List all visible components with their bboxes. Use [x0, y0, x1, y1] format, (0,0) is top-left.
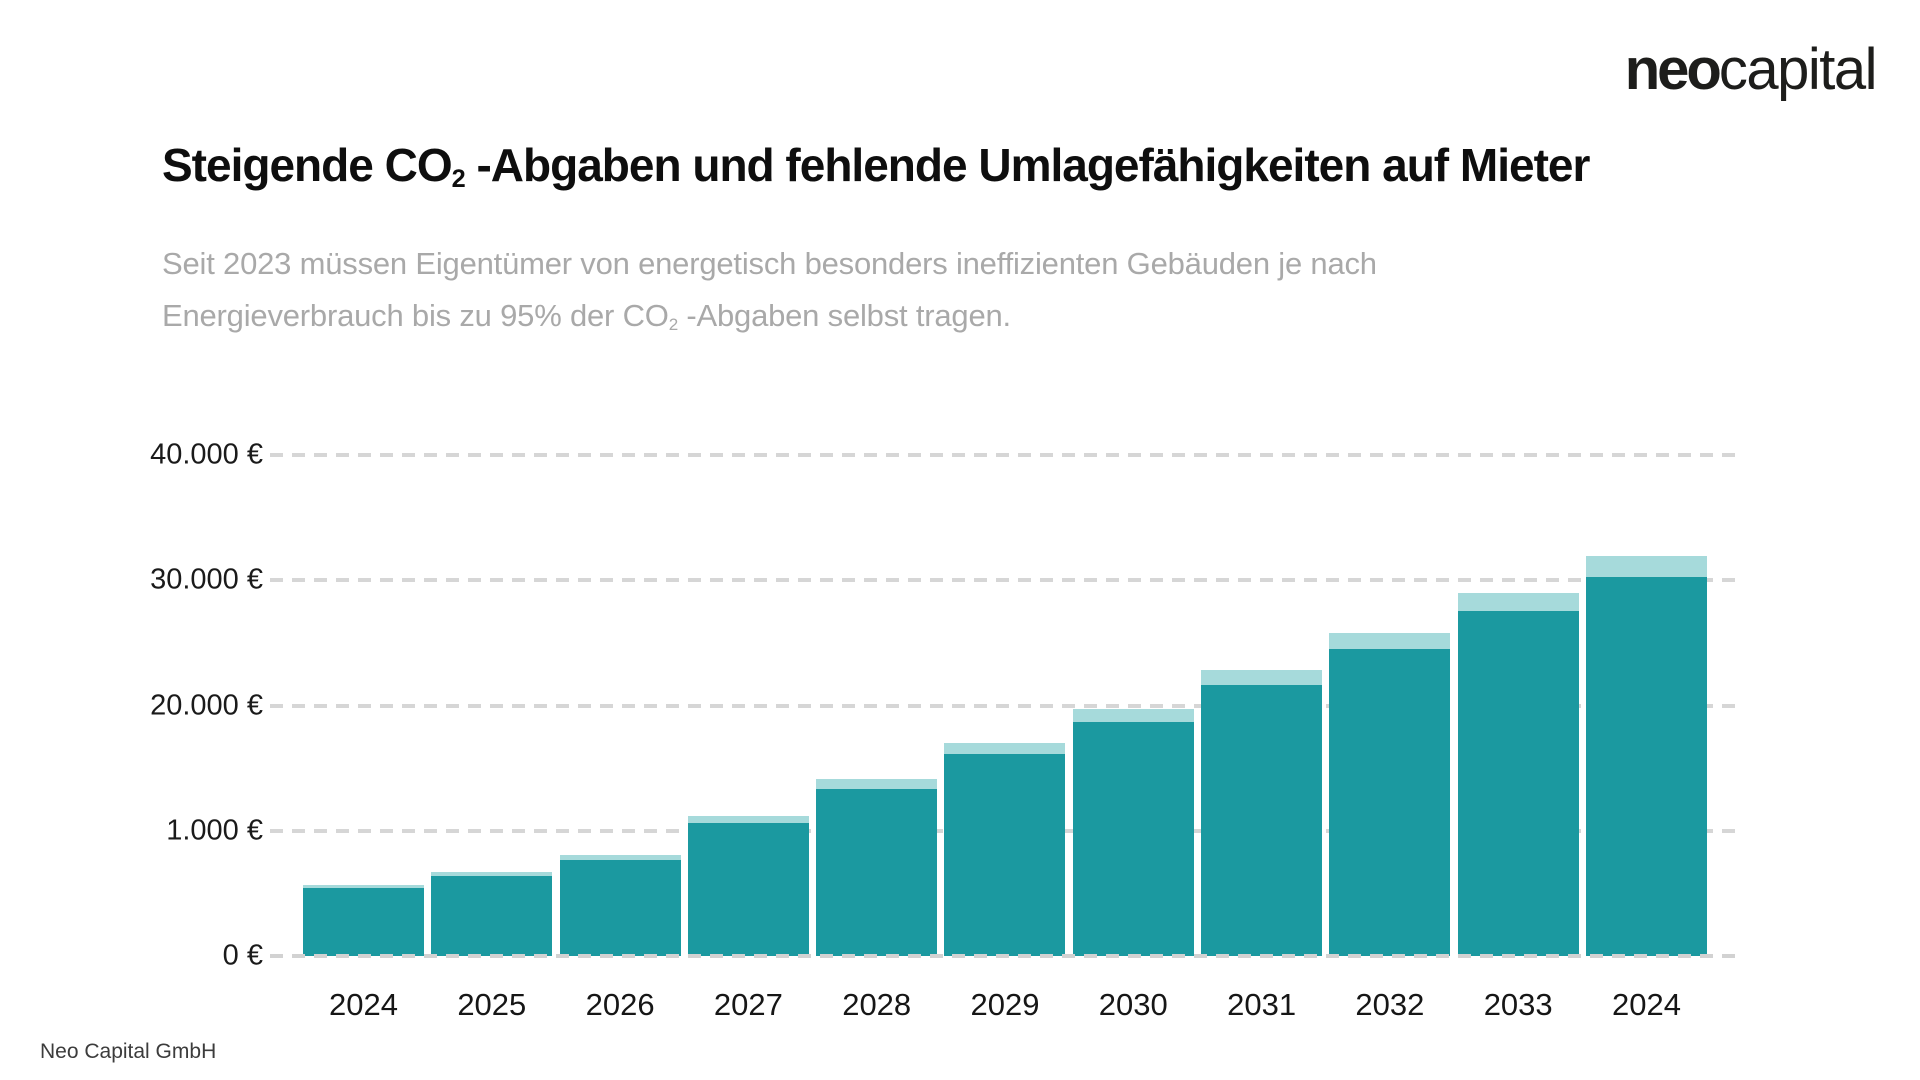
x-tick-label: 2032	[1355, 987, 1425, 1022]
bar-segment-light	[1329, 632, 1451, 650]
bar-segment-light	[1457, 592, 1579, 611]
title-part1: Steigende CO	[162, 139, 453, 191]
bar-2027-3: 2027	[687, 455, 809, 1020]
x-tick-label: 2031	[1227, 987, 1297, 1022]
subtitle-line2-part1: Energieverbrauch bis zu 95% der CO	[162, 298, 669, 333]
bar-2026-2: 2026	[559, 455, 681, 1020]
bar-segment-light	[816, 779, 938, 789]
bar-segment-light	[1585, 556, 1707, 577]
y-tick-label: 30.000 €	[150, 563, 263, 596]
y-tick-label: 20.000 €	[150, 689, 263, 721]
bar-segment-dark	[1072, 721, 1194, 956]
y-tick-label: 0 €	[222, 939, 263, 972]
subtitle-line1: Seit 2023 müssen Eigentümer von energeti…	[162, 246, 1377, 281]
x-tick-label: 2033	[1483, 987, 1553, 1022]
bar-2029-5: 2029	[944, 455, 1066, 1020]
bar-segment-light	[303, 884, 424, 889]
title-subscript: 2	[451, 165, 466, 194]
x-tick-label: 2030	[1098, 987, 1168, 1022]
page-title: Steigende CO2 -Abgaben und fehlende Umla…	[162, 138, 1590, 194]
footer-company: Neo Capital GmbH	[40, 1040, 217, 1063]
bar-2033-9: 2033	[1457, 455, 1579, 1020]
bar-2025-1: 2025	[431, 455, 553, 1020]
bar-2031-7: 2031	[1201, 455, 1323, 1020]
bar-segment-dark	[944, 754, 1066, 956]
bar-2024-10: 2024	[1585, 455, 1707, 1020]
subtitle-line2: Energieverbrauch bis zu 95% der CO2 -Abg…	[162, 290, 1377, 347]
bars-row: 2024 2025 2026 2027 2028 2029 2030 2031 2032 2033…	[270, 455, 1740, 1020]
bar-2032-8: 2032	[1329, 455, 1451, 1020]
title-part2: -Abgaben und fehlende Umlagefähigkeiten …	[464, 139, 1590, 191]
x-tick-label: 2024	[1611, 987, 1681, 1022]
bar-segment-dark	[1201, 684, 1323, 956]
bar-segment-dark	[1457, 610, 1579, 956]
x-tick-label: 2027	[713, 987, 783, 1022]
bar-segment-dark	[303, 888, 424, 956]
bar-segment-light	[687, 815, 809, 823]
x-tick-label: 2029	[970, 987, 1040, 1022]
plot-area: 2024 2025 2026 2027 2028 2029 2030 2031 2032 2033…	[270, 453, 1740, 1020]
bar-segment-light	[1201, 670, 1323, 685]
gridline-40000	[270, 453, 1740, 457]
x-tick-label: 2024	[329, 987, 398, 1022]
page-subtitle: Seit 2023 müssen Eigentümer von energeti…	[162, 238, 1377, 347]
subtitle-subscript: 2	[668, 315, 678, 335]
y-tick-label: 40.000 €	[150, 438, 263, 471]
bar-segment-dark	[816, 788, 938, 956]
neo-capital-logo: neo capital	[1624, 36, 1878, 103]
logo-capital-text: capital	[1718, 37, 1878, 102]
y-axis-labels: 0 € 1.000 € 20.000 € 30.000 € 40.000 €	[0, 440, 263, 970]
subtitle-line2-part2: -Abgaben selbst tragen.	[677, 298, 1011, 333]
gridline-30000	[270, 578, 1740, 583]
y-tick-label: 1.000 €	[166, 814, 263, 847]
x-tick-label: 2026	[585, 987, 655, 1022]
gridline-20000	[270, 703, 1740, 708]
bar-segment-light	[944, 743, 1066, 755]
logo-neo-text: neo	[1624, 37, 1722, 102]
bar-segment-dark	[687, 822, 809, 956]
bar-segment-dark	[1329, 649, 1451, 956]
bar-segment-dark	[559, 859, 681, 956]
x-tick-label: 2025	[457, 987, 527, 1022]
bar-segment-dark	[431, 876, 553, 956]
bar-segment-light	[1072, 709, 1194, 722]
bar-2030-6: 2030	[1072, 455, 1194, 1020]
zero-baseline	[270, 954, 1740, 958]
bar-segment-light	[431, 872, 553, 877]
bar-2024-0: 2024	[303, 455, 424, 1020]
bar-segment-dark	[1585, 576, 1707, 956]
bar-2028-4: 2028	[816, 455, 938, 1020]
x-tick-label: 2028	[842, 987, 912, 1022]
bar-segment-light	[559, 854, 681, 860]
